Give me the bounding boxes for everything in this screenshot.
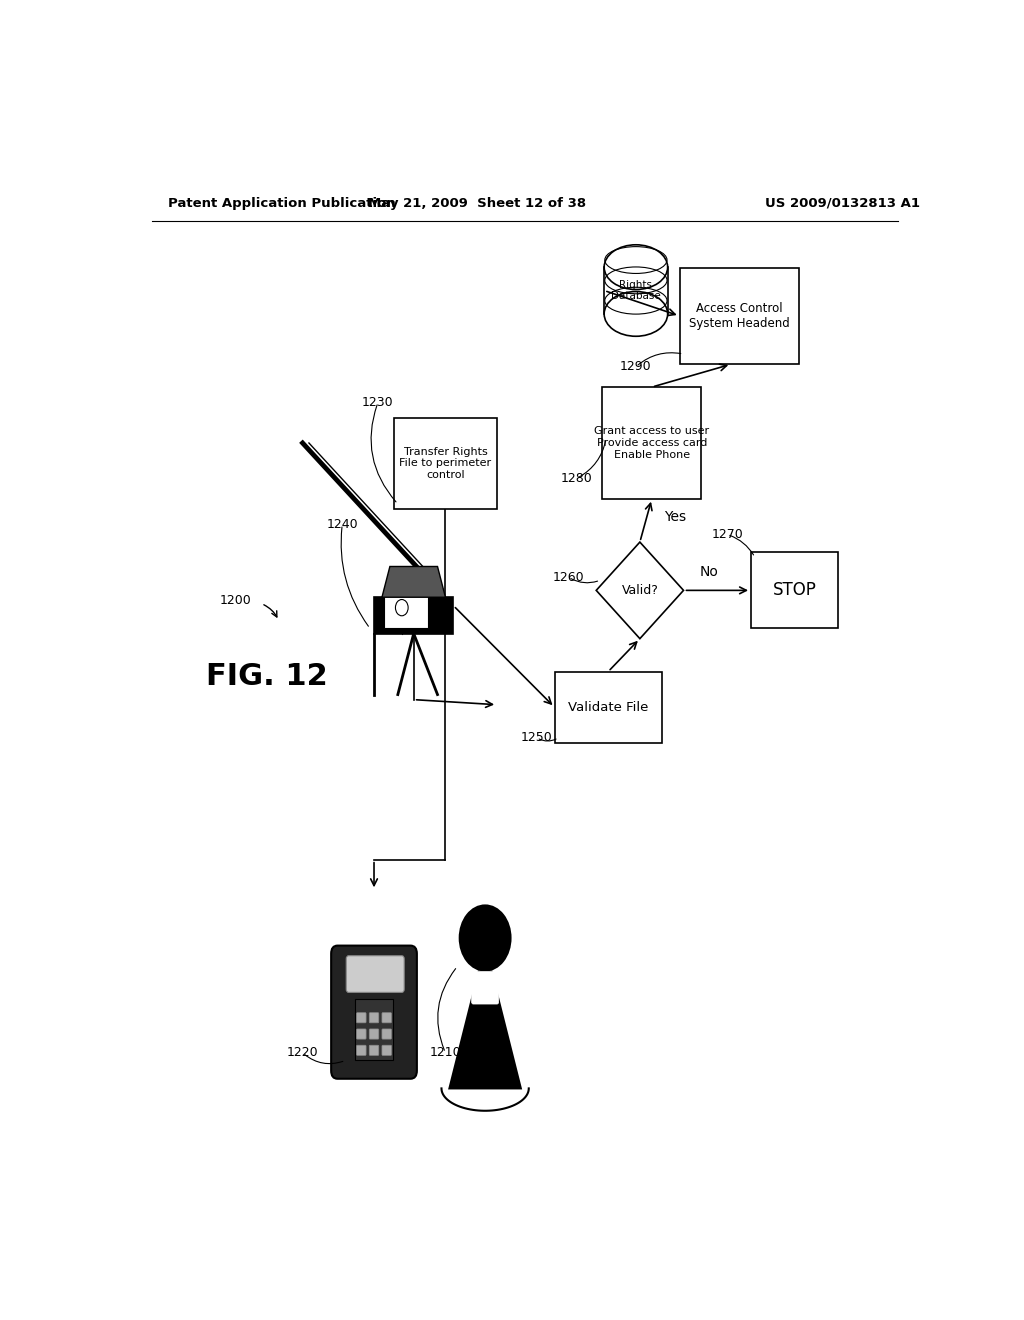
Text: 1280: 1280 (560, 473, 592, 484)
FancyBboxPatch shape (382, 1030, 391, 1039)
FancyBboxPatch shape (384, 587, 428, 628)
Text: 1230: 1230 (362, 396, 394, 409)
FancyBboxPatch shape (356, 1030, 367, 1039)
Ellipse shape (604, 292, 668, 337)
FancyBboxPatch shape (472, 972, 499, 1005)
FancyBboxPatch shape (356, 1045, 367, 1056)
FancyBboxPatch shape (382, 1045, 391, 1056)
FancyBboxPatch shape (356, 1012, 367, 1023)
Ellipse shape (604, 244, 668, 289)
FancyBboxPatch shape (355, 999, 393, 1060)
FancyBboxPatch shape (602, 387, 701, 499)
FancyBboxPatch shape (555, 672, 662, 743)
Text: 1270: 1270 (712, 528, 743, 541)
FancyBboxPatch shape (331, 945, 417, 1078)
Text: Grant access to user
Provide access card
Enable Phone: Grant access to user Provide access card… (594, 426, 710, 459)
FancyBboxPatch shape (370, 1030, 379, 1039)
Circle shape (460, 906, 511, 970)
Text: 1240: 1240 (327, 517, 358, 531)
Text: 1220: 1220 (287, 1047, 318, 1060)
Text: No: No (699, 565, 719, 579)
FancyBboxPatch shape (394, 417, 497, 510)
FancyBboxPatch shape (346, 956, 404, 993)
Text: Patent Application Publication: Patent Application Publication (168, 197, 395, 210)
Text: 1290: 1290 (621, 360, 651, 374)
Text: US 2009/0132813 A1: US 2009/0132813 A1 (765, 197, 920, 210)
Text: 1200: 1200 (219, 594, 251, 607)
FancyBboxPatch shape (680, 268, 799, 364)
Text: Rights
Database: Rights Database (611, 280, 660, 301)
FancyBboxPatch shape (751, 552, 839, 628)
Text: May 21, 2009  Sheet 12 of 38: May 21, 2009 Sheet 12 of 38 (368, 197, 587, 210)
Polygon shape (450, 972, 521, 1089)
Text: Transfer Rights
File to perimeter
control: Transfer Rights File to perimeter contro… (399, 446, 492, 480)
Text: STOP: STOP (773, 581, 816, 599)
Text: Yes: Yes (665, 510, 687, 524)
Text: Valid?: Valid? (622, 583, 658, 597)
Polygon shape (374, 597, 454, 634)
Polygon shape (596, 543, 684, 639)
Text: Validate File: Validate File (568, 701, 648, 714)
FancyBboxPatch shape (382, 1012, 391, 1023)
Text: 1250: 1250 (521, 731, 553, 744)
Circle shape (395, 599, 409, 615)
Text: FIG. 12: FIG. 12 (206, 663, 328, 692)
Polygon shape (382, 566, 445, 597)
Text: 1210: 1210 (430, 1047, 461, 1060)
Text: 1260: 1260 (553, 570, 585, 583)
Text: Access Control
System Headend: Access Control System Headend (689, 302, 790, 330)
FancyBboxPatch shape (370, 1045, 379, 1056)
FancyBboxPatch shape (370, 1012, 379, 1023)
